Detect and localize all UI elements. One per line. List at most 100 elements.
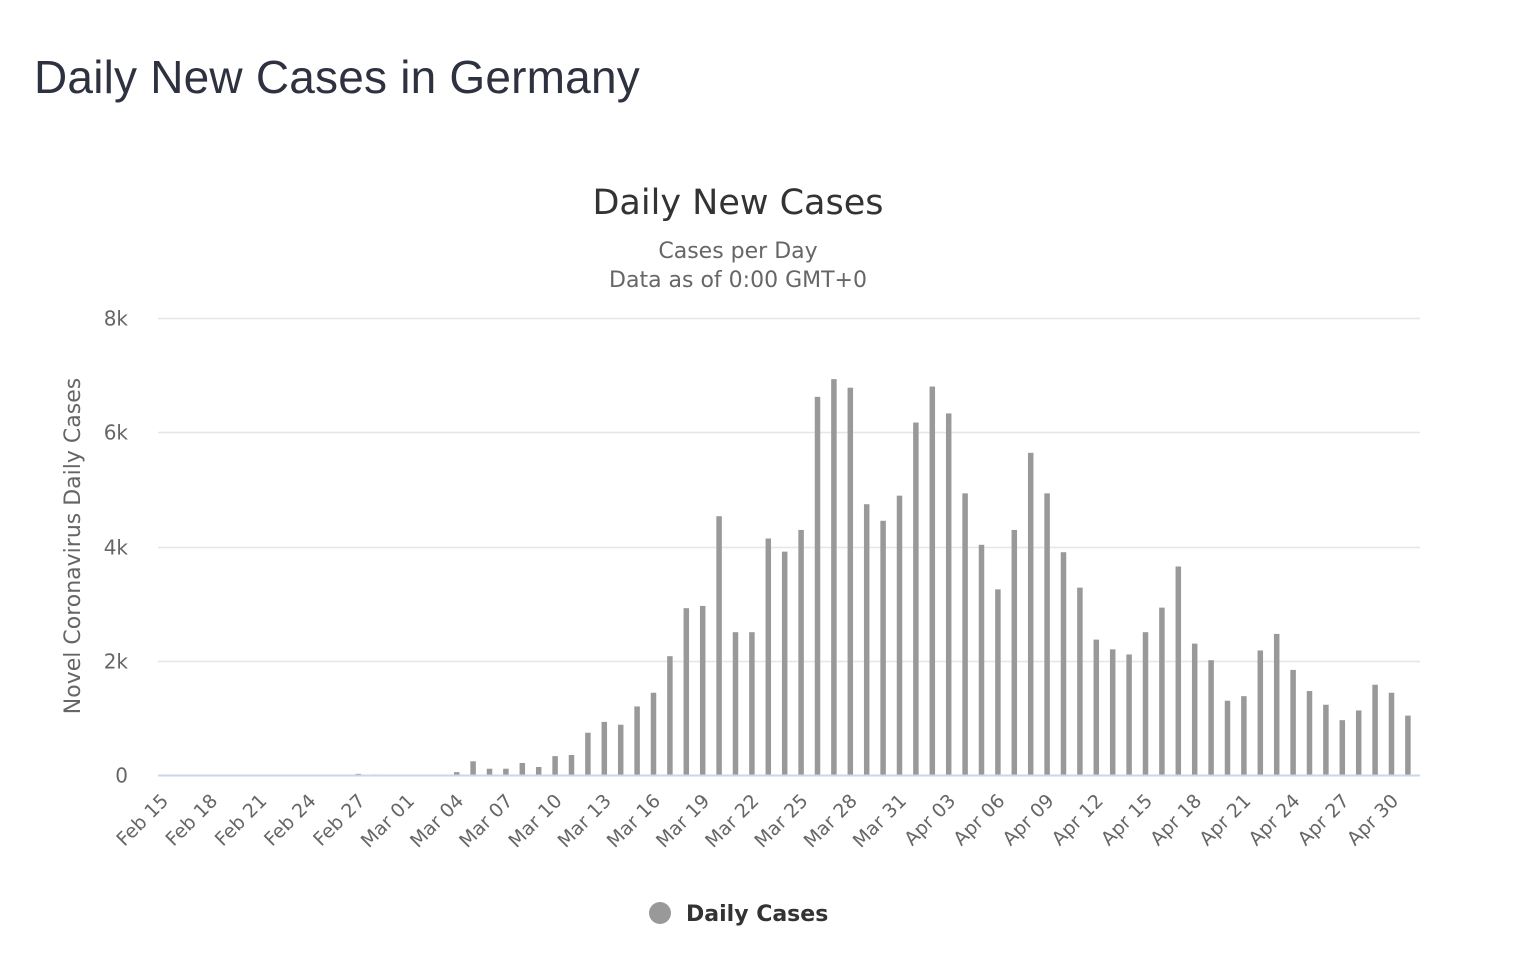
bar[interactable]: Apr 05: 4030	[978, 544, 985, 775]
bar[interactable]: Apr 10: 3900	[1060, 552, 1067, 775]
gridlines	[158, 317, 1420, 663]
x-tick-label: Apr 24	[1244, 790, 1304, 850]
bar[interactable]: Apr 19: 2010	[1208, 660, 1214, 775]
bar[interactable]: May 01: 1040	[1405, 715, 1411, 775]
bar[interactable]: Apr 25: 1470	[1306, 691, 1313, 775]
bar[interactable]: Mar 22: 2500	[749, 632, 755, 775]
bar[interactable]: Mar 19: 2960	[699, 605, 706, 775]
bar[interactable]: Apr 17: 3650	[1175, 566, 1182, 775]
y-tick-label: 0	[115, 764, 128, 788]
bar[interactable]: Mar 31: 4890	[896, 495, 903, 775]
bar[interactable]: Apr 08: 5640	[1027, 452, 1034, 775]
x-tick-label: Mar 04	[406, 790, 468, 852]
x-tick-label: Mar 13	[554, 790, 616, 852]
bar[interactable]: Mar 15: 1200	[634, 706, 640, 775]
bar[interactable]: Mar 17: 2080	[667, 656, 673, 775]
bar[interactable]: Apr 09: 4930	[1044, 493, 1050, 775]
bar[interactable]: Apr 21: 1380	[1241, 696, 1247, 775]
bar[interactable]: Apr 18: 2300	[1191, 643, 1198, 775]
x-tick-label: Mar 01	[357, 790, 419, 852]
x-tick-label: Apr 12	[1048, 790, 1108, 850]
y-axis-ticks: 0 2k 4k 6k 8k	[104, 307, 129, 788]
x-tick-label: Feb 18	[162, 790, 223, 851]
bar[interactable]: Apr 20: 1300	[1224, 700, 1231, 775]
bar[interactable]: Apr 03: 6330	[945, 413, 952, 775]
bar[interactable]: Apr 23: 2470	[1273, 633, 1280, 775]
x-tick-label: Mar 16	[603, 790, 665, 852]
bar[interactable]: Apr 01: 6170	[913, 422, 919, 775]
bar[interactable]: Apr 22: 2180	[1257, 650, 1264, 775]
bar[interactable]: Apr 16: 2930	[1159, 607, 1165, 775]
bar[interactable]: Mar 16: 1440	[650, 692, 657, 775]
bar[interactable]: Mar 08: 210	[519, 763, 526, 775]
bar[interactable]: Feb 27: 20	[355, 773, 362, 775]
bar[interactable]: Apr 04: 4930	[962, 493, 968, 775]
x-tick-label: Feb 24	[260, 790, 321, 851]
bar[interactable]: Mar 10: 330	[552, 756, 558, 775]
bar[interactable]: Apr 27: 960	[1339, 720, 1346, 775]
x-tick-label: Apr 21	[1195, 790, 1255, 850]
x-tick-label: Apr 03	[900, 790, 960, 850]
bar[interactable]: Mar 11: 350	[568, 755, 575, 775]
bar[interactable]: Mar 05: 240	[470, 761, 476, 775]
bar[interactable]: Apr 07: 4290	[1011, 529, 1018, 775]
bar[interactable]: Apr 14: 2110	[1126, 654, 1132, 775]
bar[interactable]: Mar 12: 740	[585, 732, 591, 775]
bar[interactable]: Mar 30: 4450	[880, 520, 886, 775]
bar[interactable]: Apr 02: 6800	[929, 386, 936, 775]
x-tick-label: Apr 18	[1146, 790, 1206, 850]
bar[interactable]: Apr 28: 1130	[1355, 710, 1362, 775]
x-tick-label: Feb 15	[112, 790, 173, 851]
x-tick-label: Apr 15	[1097, 790, 1157, 850]
bar[interactable]: Mar 18: 2920	[683, 608, 690, 775]
bar[interactable]: Mar 28: 6780	[847, 387, 854, 775]
x-tick-label: Mar 10	[504, 790, 566, 852]
bar[interactable]: Mar 13: 930	[601, 721, 608, 775]
y-axis-title: Novel Coronavirus Daily Cases	[61, 378, 86, 714]
legend-marker-daily-cases[interactable]	[649, 902, 671, 924]
bar[interactable]: Mar 23: 4140	[765, 538, 772, 776]
bar[interactable]: Mar 04: 50	[453, 772, 460, 775]
bar[interactable]: Apr 12: 2370	[1093, 639, 1100, 775]
page-title: Daily New Cases in Germany	[34, 51, 640, 103]
bar[interactable]: Apr 26: 1230	[1323, 704, 1329, 775]
bar[interactable]: Mar 24: 3910	[781, 551, 788, 775]
bar[interactable]: Mar 25: 4290	[798, 529, 804, 775]
bar[interactable]: Mar 21: 2500	[732, 632, 739, 775]
x-tick-label: Mar 25	[750, 790, 812, 852]
bar[interactable]: Mar 20: 4530	[716, 516, 722, 775]
legend-label-daily-cases[interactable]: Daily Cases	[686, 902, 828, 927]
bar[interactable]: Mar 06: 110	[486, 768, 493, 775]
chart-title: Daily New Cases	[592, 183, 883, 223]
y-tick-label: 4k	[104, 536, 129, 560]
bar[interactable]: Apr 29: 1580	[1372, 684, 1378, 775]
x-tick-label: Apr 27	[1294, 790, 1354, 850]
bar[interactable]: Mar 14: 880	[617, 724, 624, 775]
bar[interactable]: Mar 29: 4740	[863, 504, 870, 775]
y-tick-label: 6k	[104, 421, 129, 445]
bar[interactable]: Mar 27: 6930	[831, 379, 837, 775]
bar[interactable]: Apr 11: 3280	[1077, 587, 1083, 775]
bar[interactable]: Apr 15: 2500	[1142, 632, 1149, 775]
chart-subtitle-line-1: Cases per Day	[658, 239, 817, 264]
y-tick-label: 8k	[104, 307, 129, 331]
x-tick-label: Mar 28	[800, 790, 862, 852]
bar[interactable]: Apr 30: 1440	[1388, 692, 1395, 775]
x-tick-label: Mar 22	[701, 790, 763, 852]
bar[interactable]: Apr 06: 3250	[995, 589, 1001, 775]
legend[interactable]: Daily Cases	[649, 902, 828, 927]
bar[interactable]: Mar 07: 110	[503, 768, 509, 775]
x-tick-label: Apr 09	[998, 790, 1058, 850]
bar[interactable]: Mar 09: 140	[535, 767, 542, 775]
bar[interactable]: Mar 26: 6620	[814, 396, 821, 775]
x-tick-label: Mar 19	[652, 790, 714, 852]
x-tick-label: Mar 07	[455, 790, 517, 852]
x-tick-label: Apr 30	[1343, 790, 1403, 850]
bar[interactable]: Apr 13: 2200	[1109, 649, 1116, 775]
x-tick-label: Apr 06	[949, 790, 1009, 850]
x-tick-label: Mar 31	[849, 790, 911, 852]
bar[interactable]: Apr 24: 1840	[1290, 669, 1296, 775]
